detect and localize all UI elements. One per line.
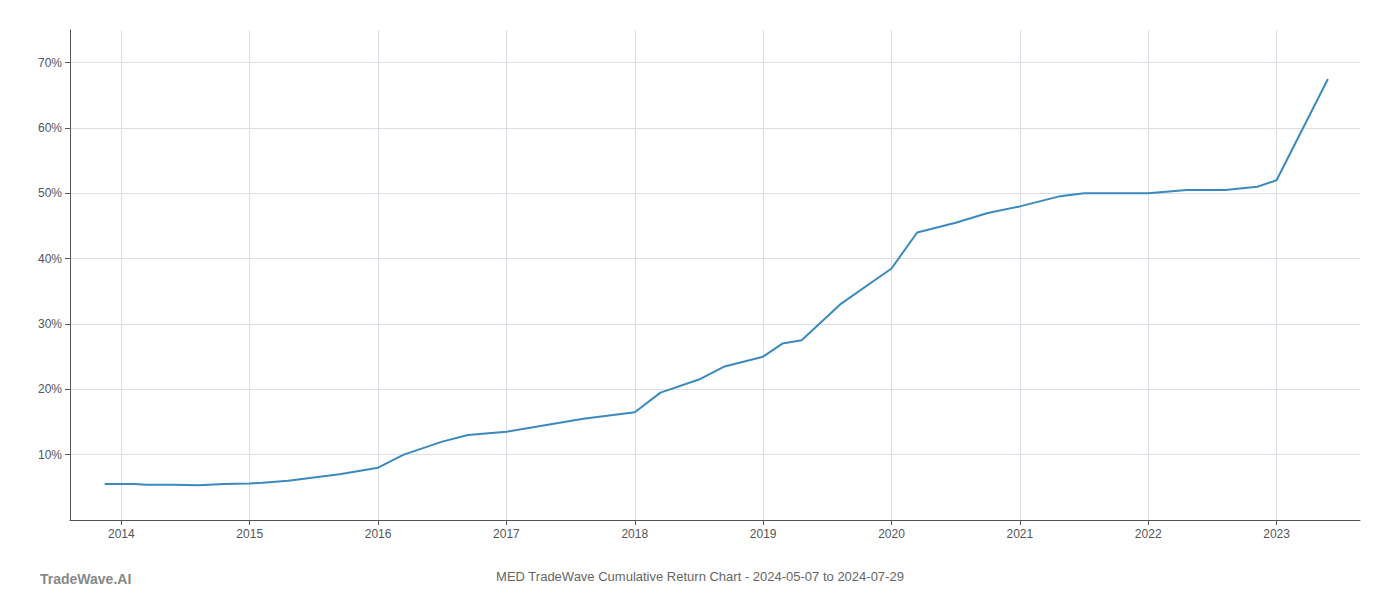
svg-text:2014: 2014 <box>108 527 135 541</box>
svg-text:2015: 2015 <box>236 527 263 541</box>
svg-text:2016: 2016 <box>365 527 392 541</box>
svg-text:2018: 2018 <box>621 527 648 541</box>
svg-text:30%: 30% <box>38 317 62 331</box>
svg-text:2017: 2017 <box>493 527 520 541</box>
svg-text:20%: 20% <box>38 382 62 396</box>
svg-text:60%: 60% <box>38 121 62 135</box>
svg-text:TradeWave.AI: TradeWave.AI <box>40 571 131 587</box>
svg-text:70%: 70% <box>38 56 62 70</box>
svg-text:MED TradeWave Cumulative Retur: MED TradeWave Cumulative Return Chart - … <box>496 569 904 584</box>
svg-text:50%: 50% <box>38 186 62 200</box>
svg-text:2019: 2019 <box>750 527 777 541</box>
svg-text:2022: 2022 <box>1135 527 1162 541</box>
svg-text:2020: 2020 <box>878 527 905 541</box>
svg-text:40%: 40% <box>38 252 62 266</box>
svg-text:10%: 10% <box>38 448 62 462</box>
svg-text:2023: 2023 <box>1263 527 1290 541</box>
svg-text:2021: 2021 <box>1006 527 1033 541</box>
